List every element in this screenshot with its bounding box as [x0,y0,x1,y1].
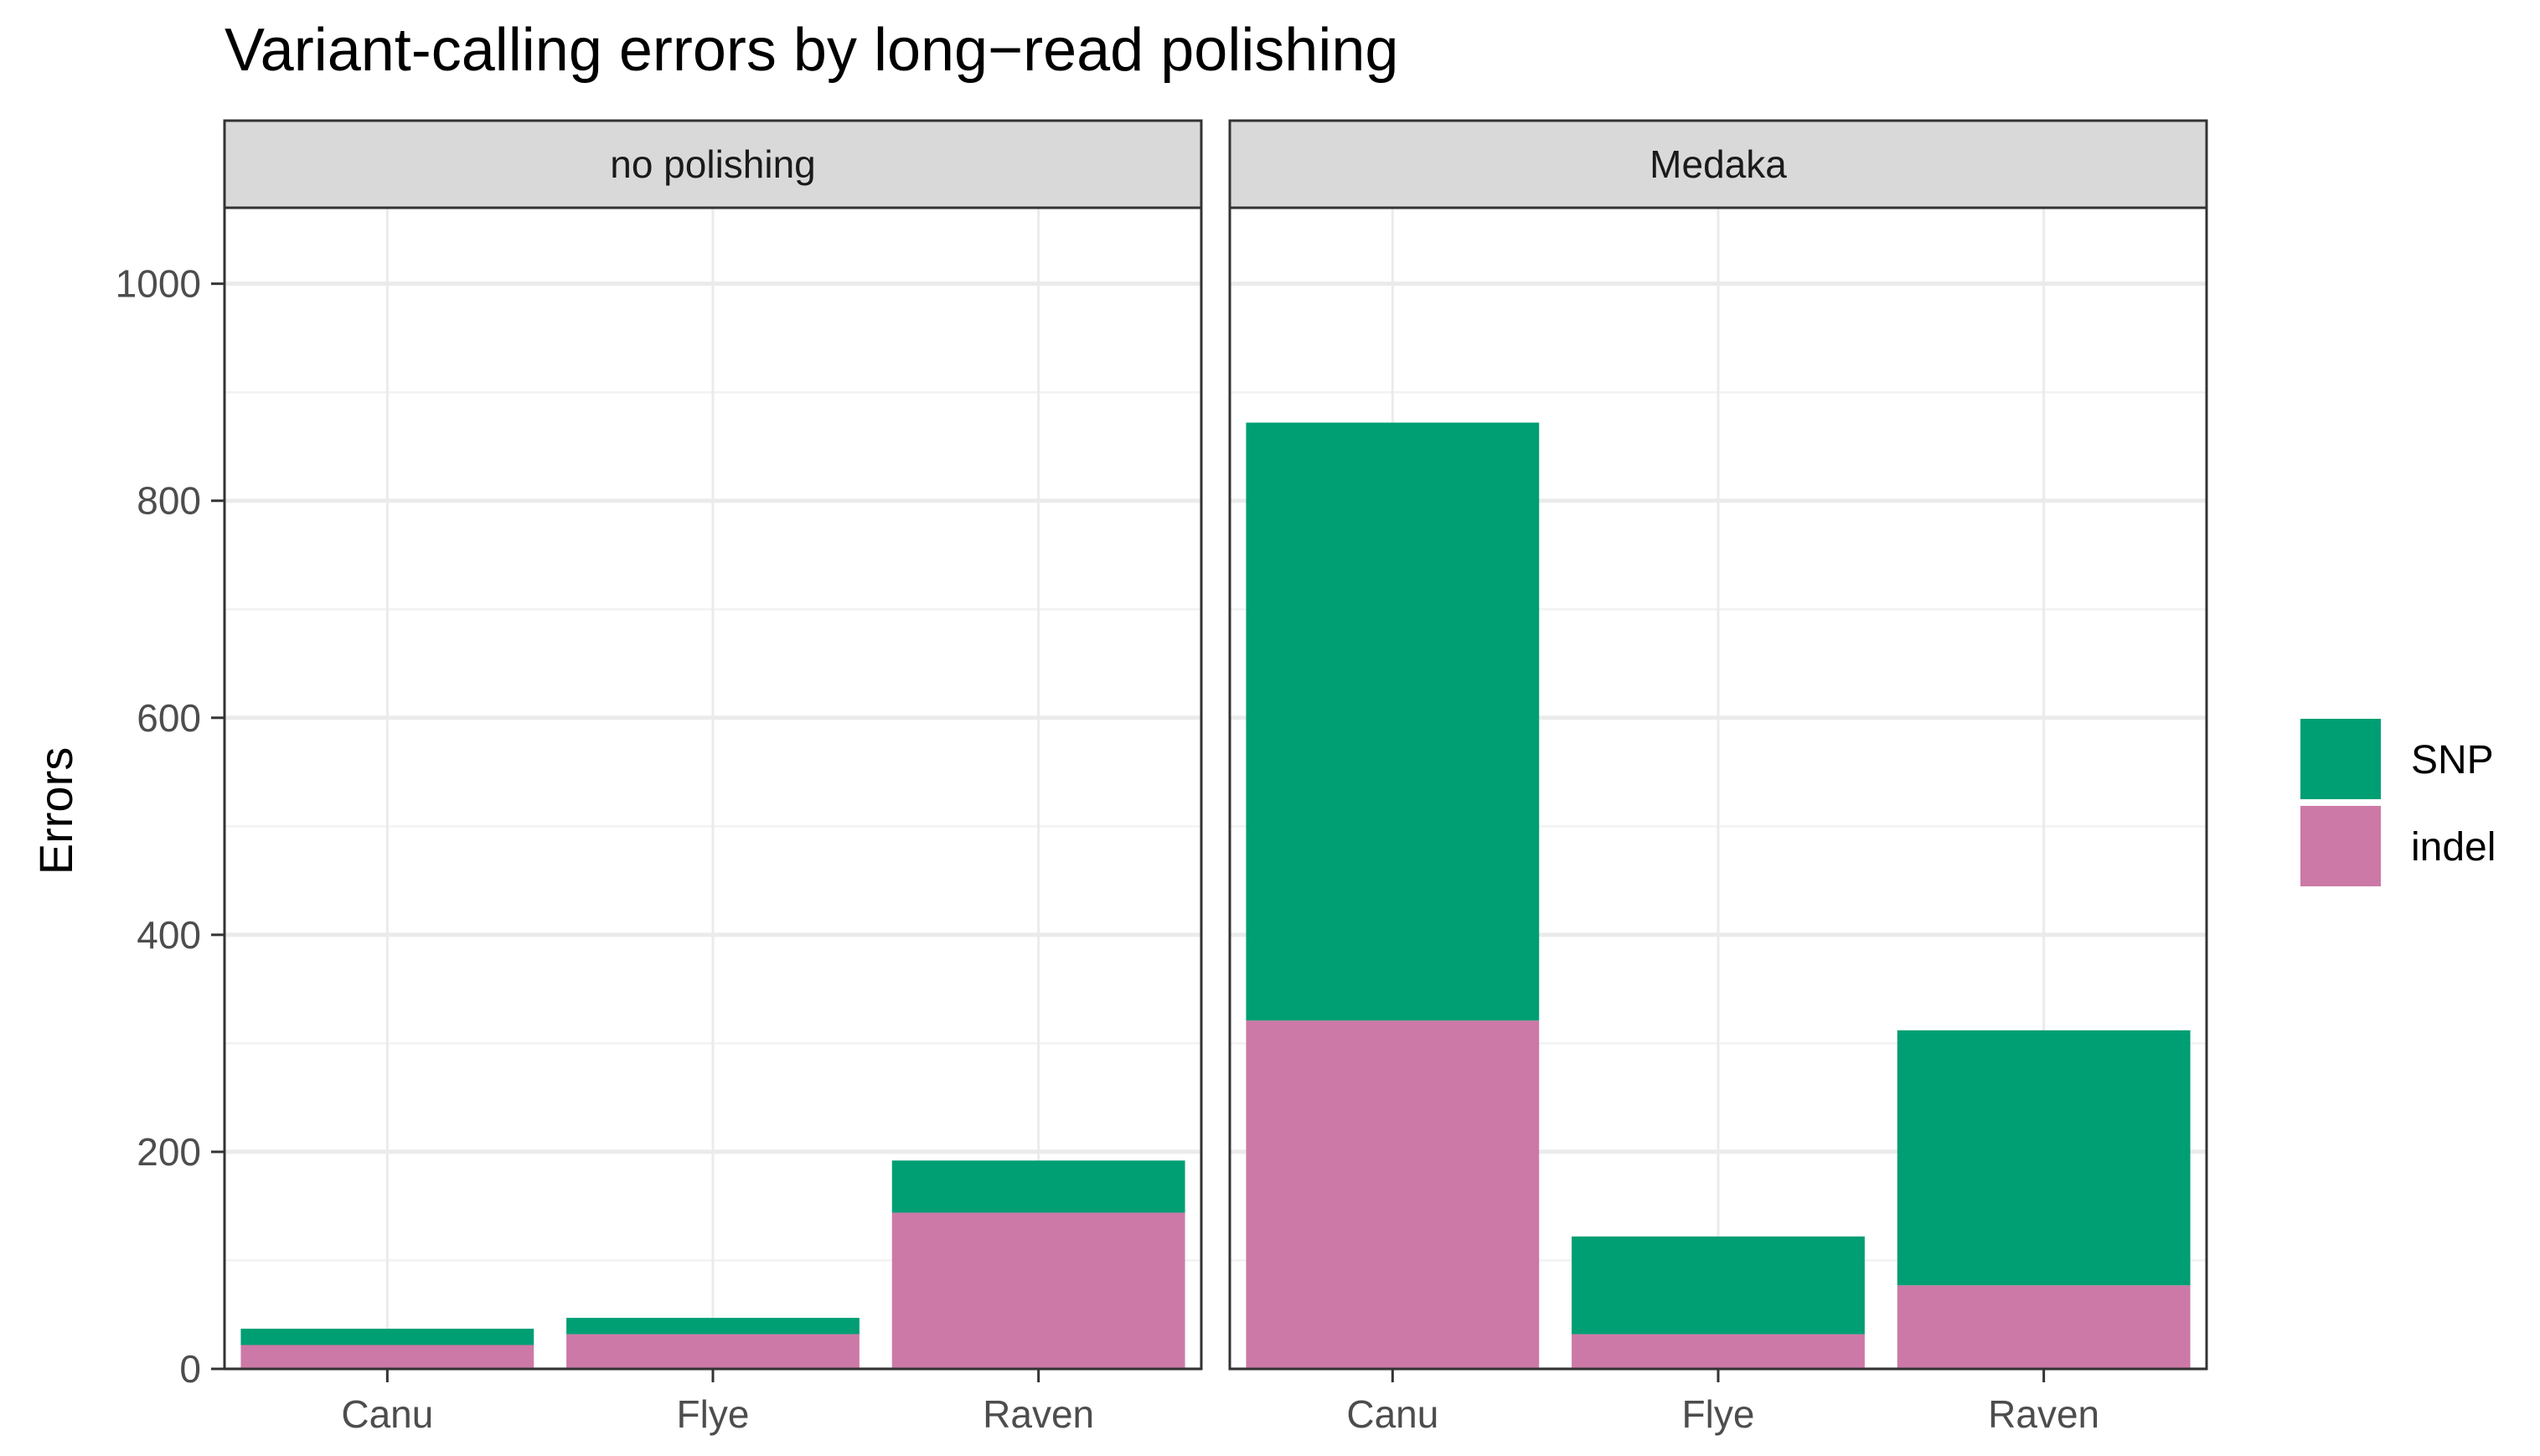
bar-snp [891,1160,1185,1213]
bar-indel [1897,1285,2191,1369]
x-tick-label: Raven [1988,1392,2099,1436]
x-tick-label: Flye [677,1392,750,1436]
y-tick-label: 800 [137,479,201,523]
x-tick-label: Raven [983,1392,1094,1436]
y-axis-label: Errors [29,747,82,875]
bar-snp [240,1329,534,1345]
bar-snp [1897,1030,2191,1286]
panel: Canu Flye Raven no polishing [223,119,1203,1436]
legend-label: indel [2411,825,2496,870]
bar-indel [1246,1020,1540,1369]
y-tick-label: 0 [179,1347,201,1391]
facet-strip [223,119,1203,209]
panels: Canu Flye Raven no polishing Canu Flye Raven Me… [223,119,2208,1436]
legend-key-indel [2300,806,2381,886]
bar-indel [891,1212,1185,1369]
legend: SNP indel [2300,719,2496,886]
y-axis: 0 200 400 600 800 1000 [116,262,225,1391]
bar-indel [566,1334,860,1369]
chart-title: Variant-calling errors by long−read poli… [225,17,1398,84]
bar-indel [1572,1334,1865,1369]
x-tick-label: Canu [1346,1392,1438,1436]
facet-strip [1228,119,2208,209]
facet-label: no polishing [610,142,816,186]
bar-snp [1246,422,1540,1021]
y-tick-label: 600 [137,696,201,740]
y-tick-label: 400 [137,913,201,957]
panel: Canu Flye Raven Medaka [1228,119,2208,1436]
bar-indel [240,1345,534,1369]
facet-label: Medaka [1649,142,1787,186]
x-tick-label: Flye [1682,1392,1755,1436]
y-tick-label: 1000 [116,262,201,306]
bar-snp [1572,1236,1865,1335]
x-tick-label: Canu [341,1392,433,1436]
legend-key-snp [2300,719,2381,799]
bar-snp [566,1318,860,1335]
legend-label: SNP [2411,738,2494,782]
y-tick-label: 200 [137,1130,201,1174]
